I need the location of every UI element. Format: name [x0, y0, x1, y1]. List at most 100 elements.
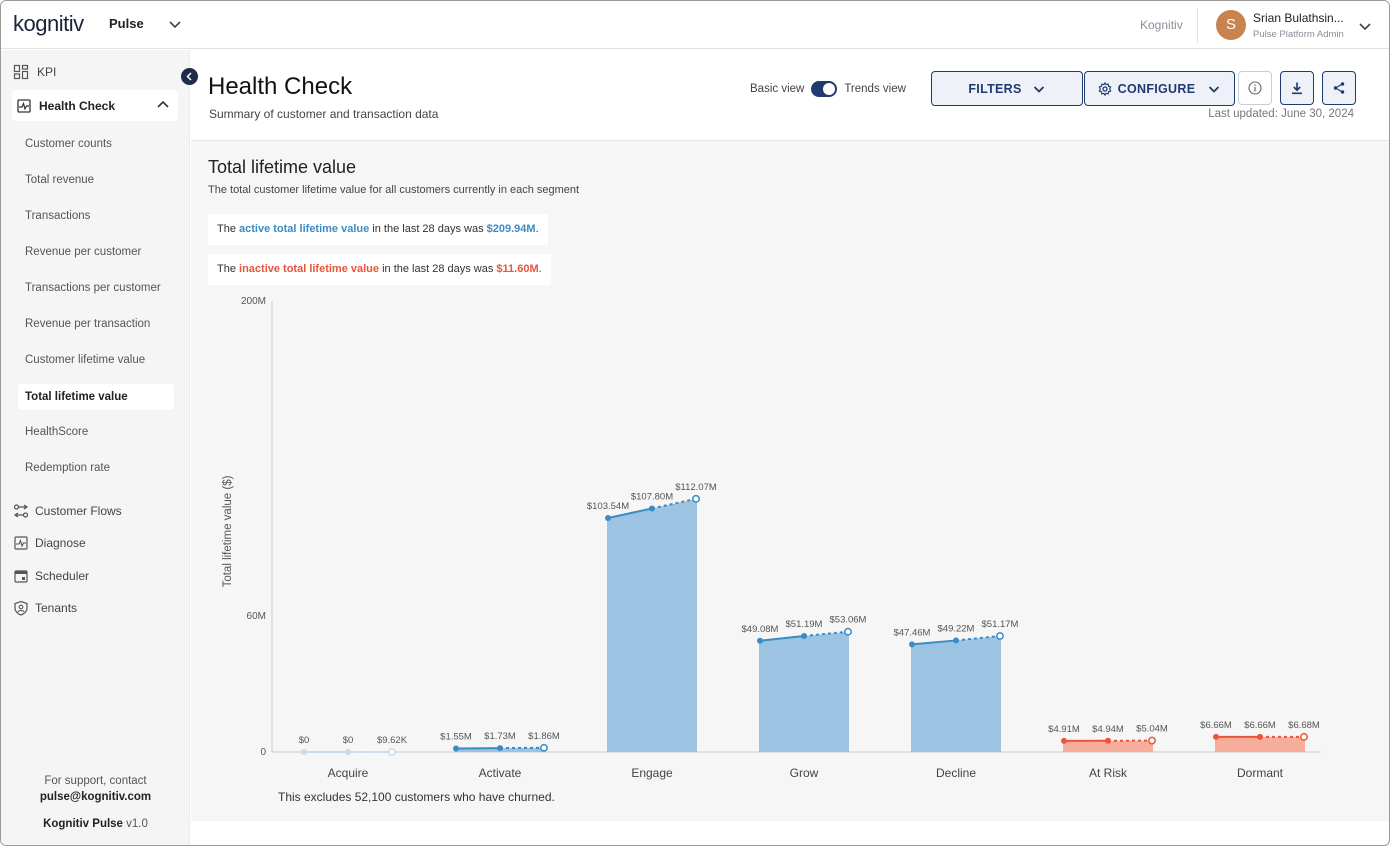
data-label: $1.55M [440, 731, 472, 742]
trends-view-label[interactable]: Trends view [844, 83, 906, 95]
org-link[interactable]: Kognitiv [1140, 18, 1183, 32]
sidebar-subitem-transactions-per-customer[interactable]: Transactions per customer [25, 282, 161, 294]
dashboard-icon [13, 64, 29, 80]
sidebar-item-kpi[interactable]: KPI [13, 64, 56, 80]
trend-point-latest [844, 627, 852, 636]
collapse-sidebar-button[interactable] [181, 68, 198, 85]
data-label: $0 [299, 735, 310, 746]
support-email-text: pulse@kognitiv.com [39, 791, 152, 803]
sidebar-item-tenants[interactable]: Tenants [13, 600, 77, 616]
sidebar-subitem-revenue-per-customer[interactable]: Revenue per customer [25, 246, 142, 258]
sidebar-subitem-total-lifetime-value[interactable]: Total lifetime value [18, 384, 174, 410]
configure-button[interactable]: CONFIGURE [1084, 71, 1235, 106]
callout-text: The [217, 263, 240, 275]
view-switch[interactable] [811, 81, 838, 97]
section-title: Total lifetime value [208, 157, 357, 177]
data-label: $1.73M [484, 731, 516, 742]
trend-point [801, 632, 807, 639]
app-name: Pulse [109, 16, 144, 31]
top-bar: kognitiv Pulse Kognitiv S Srian Bulathsi… [1, 1, 1389, 49]
data-label: $5.04M [1136, 724, 1168, 735]
gear-icon [1098, 81, 1112, 96]
shield-user-icon [14, 600, 28, 616]
callout-period: . [535, 223, 539, 235]
chevron-up-icon[interactable] [156, 98, 170, 112]
kognitiv-logo[interactable]: kognitiv [13, 11, 84, 37]
trend-point-latest [388, 748, 396, 756]
share-button[interactable] [1322, 71, 1356, 105]
inactive-value: $11.60M [496, 263, 539, 275]
trend-point-latest [540, 743, 548, 752]
sidebar-subitem-healthscore[interactable]: HealthScore [25, 426, 89, 438]
share-icon [1333, 82, 1345, 94]
configure-label: CONFIGURE [1117, 81, 1196, 96]
trend-point [453, 745, 459, 752]
version-text: v1.0 [126, 818, 148, 830]
trend-point [1213, 733, 1219, 740]
y-tick-label: 200M [241, 296, 266, 307]
sidebar-item-label: Tenants [35, 601, 78, 615]
sidebar-subitem-customer-lifetime-value[interactable]: Customer lifetime value [25, 354, 146, 366]
y-tick-label: 60M [247, 611, 266, 622]
divider [1197, 9, 1198, 43]
active-term: active total lifetime value [239, 223, 370, 235]
x-tick-label: Grow [790, 766, 819, 780]
sidebar-subitem-revenue-per-transaction[interactable]: Revenue per transaction [25, 318, 151, 330]
content-panel: Total lifetime value The total customer … [191, 140, 1389, 821]
trend-line-projected [651, 497, 697, 510]
data-label: $4.94M [1092, 724, 1124, 735]
sidebar-item-scheduler[interactable]: Scheduler [13, 568, 89, 584]
callout-text: in the last 28 days was [379, 263, 497, 275]
sidebar-item-label: Scheduler [35, 569, 90, 583]
x-tick-label: Dormant [1237, 766, 1284, 780]
sidebar-subitem-total-revenue[interactable]: Total revenue [25, 174, 95, 186]
sidebar-item-label: Diagnose [35, 536, 86, 550]
user-name: Srian Bulathsin... [1253, 11, 1344, 25]
x-tick-label: At Risk [1089, 766, 1128, 780]
download-button[interactable] [1280, 71, 1314, 105]
sidebar-subitem-customer-counts[interactable]: Customer counts [25, 138, 112, 150]
data-label: $51.17M [982, 619, 1019, 630]
sidebar-item-diagnose[interactable]: Diagnose [13, 535, 86, 551]
churn-footnote: This excludes 52,100 customers who have … [278, 790, 555, 804]
trend-line-segment [607, 507, 653, 520]
data-label: $107.80M [631, 491, 673, 502]
sidebar-item-health-check[interactable]: Health Check [12, 90, 178, 121]
trend-point [345, 749, 351, 755]
data-label: $49.22M [938, 623, 975, 634]
data-label: $6.68M [1288, 720, 1320, 731]
data-label: $51.19M [786, 619, 823, 630]
bar-at-risk [1063, 740, 1153, 752]
x-tick-label: Engage [631, 766, 673, 780]
sidebar-item-customer-flows[interactable]: Customer Flows [13, 503, 122, 519]
basic-view-label[interactable]: Basic view [750, 83, 805, 95]
x-tick-label: Acquire [328, 766, 369, 780]
callout-text: The [217, 223, 240, 235]
sidebar-subitem-redemption-rate[interactable]: Redemption rate [25, 462, 111, 474]
data-label: $6.66M [1200, 720, 1232, 731]
support-text: For support, contact [44, 775, 147, 787]
filters-button[interactable]: FILTERS [931, 71, 1083, 106]
user-role: Pulse Platform Admin [1253, 29, 1344, 40]
trend-line-projected [803, 630, 849, 637]
data-label: $6.66M [1244, 720, 1276, 731]
avatar[interactable]: S [1216, 10, 1246, 40]
x-tick-label: Activate [479, 766, 522, 780]
sidebar-subitem-transactions[interactable]: Transactions [25, 210, 91, 222]
support-email[interactable]: pulse@kognitiv.com [1, 791, 190, 803]
trend-line-projected [955, 635, 1001, 642]
trend-point [757, 637, 763, 644]
data-label: $103.54M [587, 501, 629, 512]
info-button[interactable] [1238, 71, 1272, 105]
chevron-down-icon[interactable] [1357, 18, 1373, 34]
data-label: $47.46M [894, 627, 931, 638]
x-tick-label: Decline [936, 766, 976, 780]
diagnose-icon [14, 536, 28, 550]
trend-point [497, 745, 503, 752]
app-switcher[interactable]: Pulse [109, 16, 182, 31]
filters-label: FILTERS [968, 81, 1022, 96]
y-axis-label: Total lifetime value ($) [222, 475, 234, 587]
chevron-down-icon [1209, 85, 1220, 93]
trend-point-latest [996, 632, 1004, 640]
